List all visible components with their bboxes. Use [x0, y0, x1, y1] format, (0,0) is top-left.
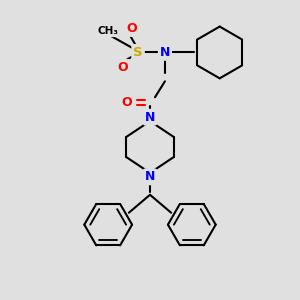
Text: CH₃: CH₃ [98, 26, 119, 36]
Text: O: O [122, 96, 132, 109]
Text: N: N [145, 111, 155, 124]
Text: S: S [133, 46, 143, 59]
Text: O: O [127, 22, 137, 35]
Text: N: N [145, 170, 155, 183]
Text: O: O [118, 61, 128, 74]
Text: N: N [160, 46, 170, 59]
